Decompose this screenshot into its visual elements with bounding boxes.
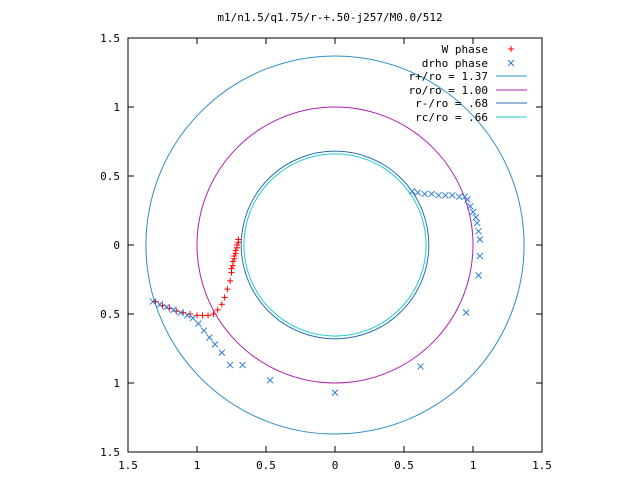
legend-label-circle-rc: rc/ro = .66 xyxy=(415,111,488,124)
drho-phase-point xyxy=(239,361,246,369)
w-phase-point xyxy=(210,311,217,317)
drho-phase-point xyxy=(414,189,422,196)
w-phase-point xyxy=(229,258,236,265)
w-phase-point xyxy=(232,247,239,254)
x-tick-label: 1 xyxy=(194,459,201,472)
y-tick-label: 1 xyxy=(113,101,120,114)
x-tick-label: 1 xyxy=(470,459,477,472)
x-tick-label: 1.5 xyxy=(118,459,138,472)
w-phase-point xyxy=(194,312,200,319)
w-phase-point xyxy=(227,277,234,284)
reference-circle xyxy=(240,150,430,340)
w-phase-point xyxy=(234,242,241,248)
w-phase-point xyxy=(235,236,242,243)
drho-phase-point xyxy=(461,193,469,201)
w-phase-point xyxy=(228,265,235,272)
w-phase-point xyxy=(218,301,225,308)
w-phase-point xyxy=(199,312,206,319)
drho-phase-point xyxy=(226,361,234,369)
reference-circle xyxy=(196,106,474,384)
drho-phase-point xyxy=(206,334,213,341)
legend-label-circle-rminus: r-/ro = .68 xyxy=(415,97,488,110)
y-tick-label: 0.5 xyxy=(100,170,120,183)
y-tick-label: 1.5 xyxy=(100,446,120,459)
drho-phase-point xyxy=(163,303,170,311)
x-tick-label: 0.5 xyxy=(394,459,414,472)
data-points xyxy=(149,187,484,397)
legend-symbol-w-phase xyxy=(508,46,514,52)
drho-phase-point xyxy=(475,272,482,279)
y-tick-labels: 1.5 1 0.5 0 0.5 1 1.5 xyxy=(100,32,120,459)
drho-phase-point xyxy=(183,312,191,319)
drho-phase-point xyxy=(149,298,157,305)
drho-phase-point xyxy=(476,236,484,243)
drho-phase-point xyxy=(200,327,208,334)
drho-phase-point xyxy=(469,208,477,216)
y-tick-label: 1 xyxy=(113,377,120,390)
legend-symbol-drho-phase xyxy=(507,59,515,67)
w-phase-point xyxy=(231,253,238,260)
drho-phase-point xyxy=(466,203,474,210)
x-tick-label: 1.5 xyxy=(532,459,552,472)
reference-circle xyxy=(243,153,427,337)
drho-phase-point xyxy=(218,349,226,356)
drho-phase-point xyxy=(211,341,219,348)
drho-phase-point xyxy=(189,314,197,322)
drho-phase-point xyxy=(421,190,429,198)
y-tick-label: 0.5 xyxy=(100,308,120,321)
w-phase-point xyxy=(205,312,212,319)
drho-phase-point xyxy=(156,300,164,308)
x-tick-label: 0.5 xyxy=(256,459,276,472)
w-phase-point xyxy=(214,306,221,313)
drho-phase-point xyxy=(455,193,463,201)
drho-phase-point xyxy=(472,214,480,221)
drho-phase-point xyxy=(417,363,424,370)
legend-label-circle-ro: ro/ro = 1.00 xyxy=(409,84,488,97)
drho-phase-point xyxy=(195,320,202,328)
x-tick-labels: 1.5 1 0.5 0 0.5 1 1.5 xyxy=(118,459,552,472)
drho-phase-point xyxy=(435,191,442,199)
legend: W phase drho phase r+/ro = 1.37 ro/ro = … xyxy=(409,43,527,124)
w-phase-point xyxy=(221,294,228,301)
drho-phase-point xyxy=(170,306,177,314)
drho-phase-point xyxy=(448,191,456,199)
drho-phase-point xyxy=(177,309,184,316)
drho-phase-point xyxy=(475,227,482,235)
drho-phase-point xyxy=(462,309,470,316)
drho-phase-point xyxy=(266,376,274,384)
reference-circles xyxy=(145,55,525,435)
drho-phase-point xyxy=(428,190,435,198)
legend-label-drho-phase: drho phase xyxy=(422,57,488,70)
y-tick-label: 1.5 xyxy=(100,32,120,45)
drho-phase-point xyxy=(408,187,416,195)
drho-phase-point xyxy=(476,252,484,260)
drho-phase-point xyxy=(473,219,481,227)
drho-phase-point xyxy=(442,191,449,199)
chart-title: m1/n1.5/q1.75/r-+.50-j257/M0.0/512 xyxy=(217,11,442,24)
y-tick-label: 0 xyxy=(113,239,120,252)
axis-ticks xyxy=(127,37,543,453)
drho-phase-point xyxy=(331,389,339,397)
legend-label-circle-rplus: r+/ro = 1.37 xyxy=(409,70,488,83)
legend-label-w-phase: W phase xyxy=(442,43,488,56)
w-phase-point xyxy=(224,286,231,293)
reference-circle xyxy=(145,55,525,435)
x-tick-label: 0 xyxy=(332,459,339,472)
